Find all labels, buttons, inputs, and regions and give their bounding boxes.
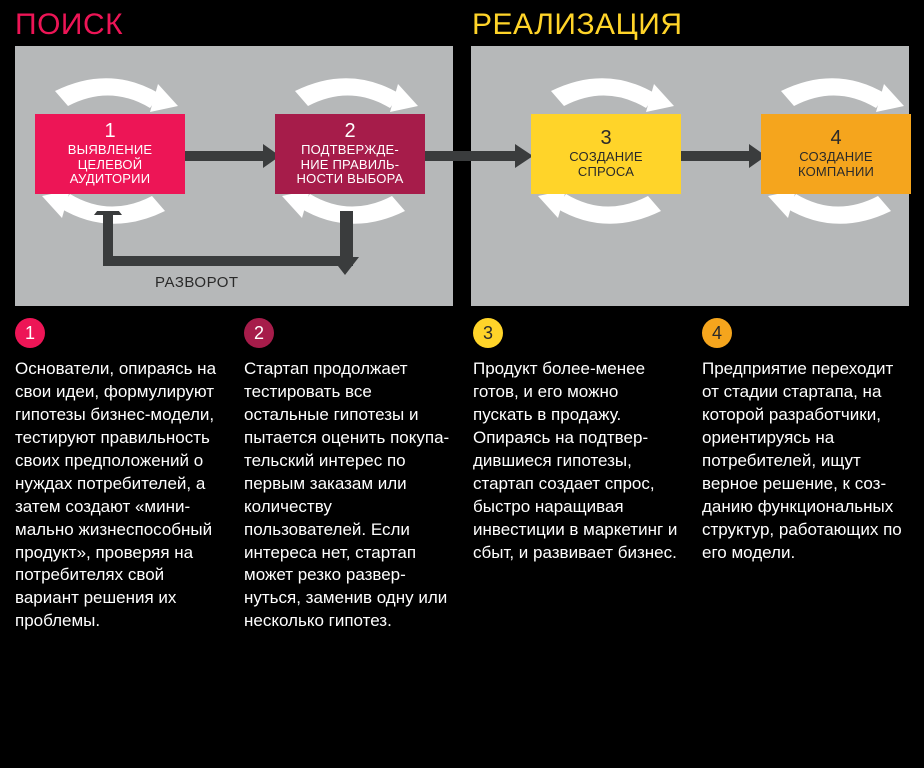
diagram-panels: 1 ВЫЯВЛЕНИЕ ЦЕЛЕВОЙ АУДИТОРИИ 2 ПОДТВЕРЖ… [0, 42, 924, 306]
arrow-into-stage3 [453, 144, 533, 168]
panel-search: 1 ВЫЯВЛЕНИЕ ЦЕЛЕВОЙ АУДИТОРИИ 2 ПОДТВЕРЖ… [15, 46, 453, 306]
stage-label: СОЗДАНИЕ СПРОСА [569, 150, 643, 180]
badge-3: 3 [473, 318, 503, 348]
badge-number: 2 [254, 323, 264, 344]
stage-1-box: 1 ВЫЯВЛЕНИЕ ЦЕЛЕВОЙ АУДИТОРИИ [35, 114, 185, 194]
badge-number: 3 [483, 323, 493, 344]
badge-4: 4 [702, 318, 732, 348]
desc-col-2: 2 Стартап продол­жает тестировать все ос… [244, 318, 451, 633]
badge-number: 4 [712, 323, 722, 344]
arrow-stage3-to-stage4 [681, 144, 766, 168]
desc-col-1: 1 Основатели, опираясь на свои идеи, фор… [15, 318, 222, 633]
stage-4-box: 4 СОЗДАНИЕ КОМПАНИИ [761, 114, 911, 194]
badge-2: 2 [244, 318, 274, 348]
desc-col-3: 3 Продукт более-менее готов, и его можно… [473, 318, 680, 633]
desc-text: Основатели, опираясь на свои идеи, форму… [15, 358, 222, 633]
stage-label: ПОДТВЕРЖДЕ- НИЕ ПРАВИЛЬ- НОСТИ ВЫБОРА [297, 143, 404, 188]
stage-number: 3 [600, 128, 611, 148]
desc-text: Стартап продол­жает тестировать все оста… [244, 358, 451, 633]
desc-col-4: 4 Предприятие переходит от ста­дии старт… [702, 318, 909, 633]
header-execution: РЕАЛИЗАЦИЯ [452, 8, 909, 42]
stage-label: СОЗДАНИЕ КОМПАНИИ [798, 150, 874, 180]
panel-execution: 3 СОЗДАНИЕ СПРОСА 4 СОЗДАНИЕ КОМПАНИИ [471, 46, 909, 306]
desc-text: Предприятие переходит от ста­дии стартап… [702, 358, 909, 564]
descriptions-row: 1 Основатели, опираясь на свои идеи, фор… [0, 306, 924, 633]
stage-number: 1 [104, 121, 115, 141]
stage-3-box: 3 СОЗДАНИЕ СПРОСА [531, 114, 681, 194]
stage-label: ВЫЯВЛЕНИЕ ЦЕЛЕВОЙ АУДИТОРИИ [68, 143, 153, 188]
pivot-label: РАЗВОРОТ [155, 274, 239, 291]
arrow-stage1-to-stage2 [185, 144, 280, 168]
badge-number: 1 [25, 323, 35, 344]
desc-text: Продукт более-менее готов, и его можно п… [473, 358, 680, 564]
badge-1: 1 [15, 318, 45, 348]
stage-number: 4 [830, 128, 841, 148]
stage-2-box: 2 ПОДТВЕРЖДЕ- НИЕ ПРАВИЛЬ- НОСТИ ВЫБОРА [275, 114, 425, 194]
section-headers: ПОИСК РЕАЛИЗАЦИЯ [0, 0, 924, 42]
stage-number: 2 [344, 121, 355, 141]
header-search: ПОИСК [15, 8, 452, 42]
